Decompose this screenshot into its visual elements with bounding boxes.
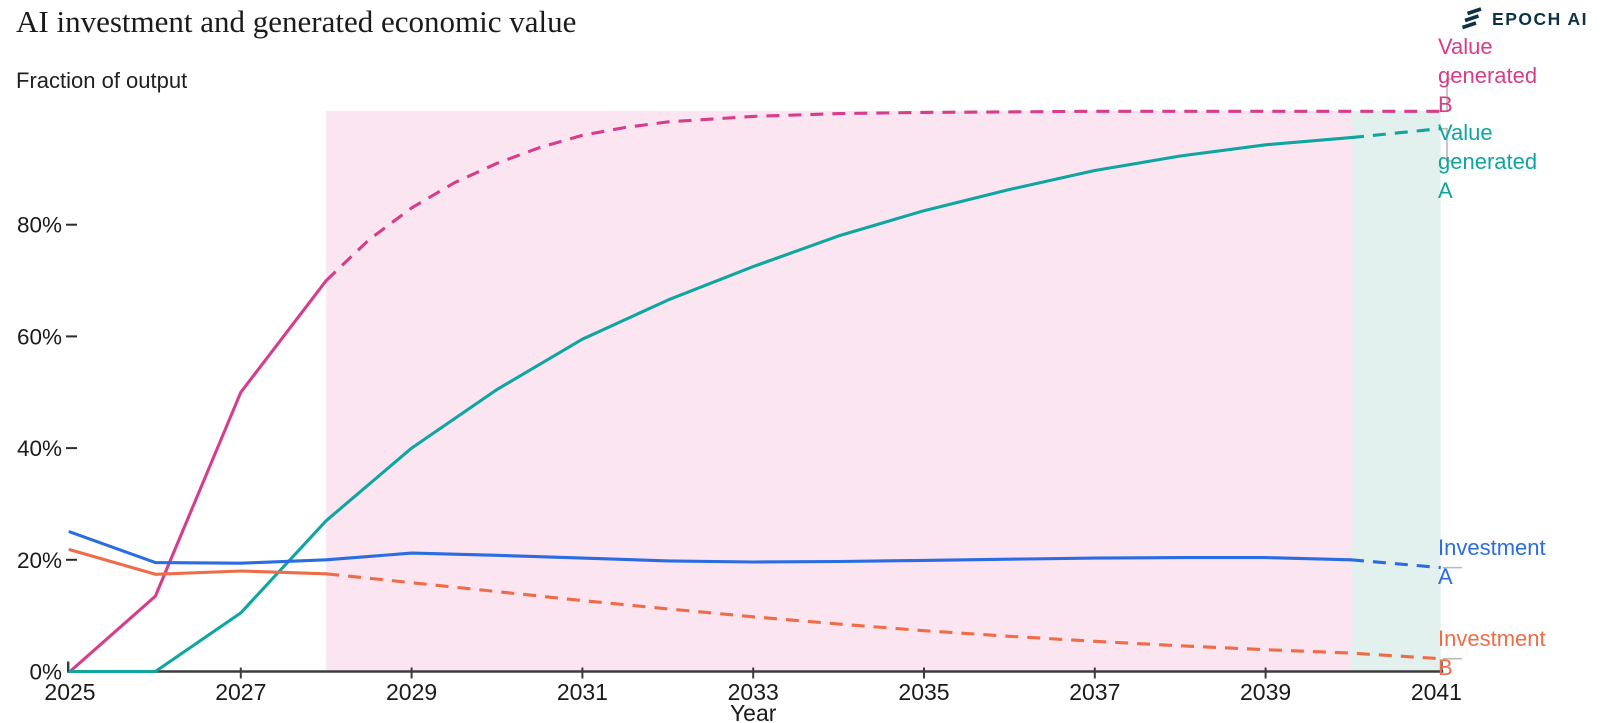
series-investment-a-solid [68,530,1353,565]
legend-value-generated-b: Value generated B [1438,34,1538,117]
legend-value-generated-a: Value generated A [1438,120,1538,203]
epoch-ai-logo-icon [1461,7,1482,30]
region-projection-b [326,111,1352,672]
x-tick-label: 2027 [215,679,266,705]
x-tick-label: 2041 [1411,679,1462,705]
x-axis-label: Year [730,700,777,723]
series-investment-a-projected [1350,558,1441,570]
legend-investment-a: Investment A [1438,535,1546,589]
y-tick-label: 20% [17,548,62,573]
series-value-generated-b-solid [68,279,328,674]
x-tick-label: 2033 [728,679,779,705]
y-tick-label: 0% [29,660,62,685]
chart-title: AI investment and generated economic val… [16,4,577,39]
x-tick-label: 2035 [898,679,949,705]
x-tick-label: 2029 [386,679,437,705]
legend-connector-value-a [1440,127,1453,162]
series-investment-b-projected [326,572,1441,661]
legend-connector-value-b [1440,78,1453,113]
x-tick-label: 2025 [44,679,95,705]
x-tick-label: 2037 [1069,679,1120,705]
series-value-generated-a-projected [1350,127,1441,140]
series-value-generated-a-solid [68,136,1353,674]
epoch-ai-logo: EPOCH AI [1460,6,1588,32]
series-value-generated-b-projected [325,109,1441,282]
y-tick-label: 60% [17,324,62,349]
epoch-ai-logo-text: EPOCH AI [1492,8,1588,29]
y-tick-label: 80% [17,213,62,238]
y-axis-top-label: Fraction of output [16,68,188,93]
series-investment-b-solid [68,548,328,576]
region-projection-a [1351,111,1441,672]
y-tick-label: 40% [17,436,62,461]
x-tick-label: 2031 [557,679,608,705]
legend-investment-b: Investment B [1438,626,1546,680]
x-tick-label: 2039 [1240,679,1291,705]
